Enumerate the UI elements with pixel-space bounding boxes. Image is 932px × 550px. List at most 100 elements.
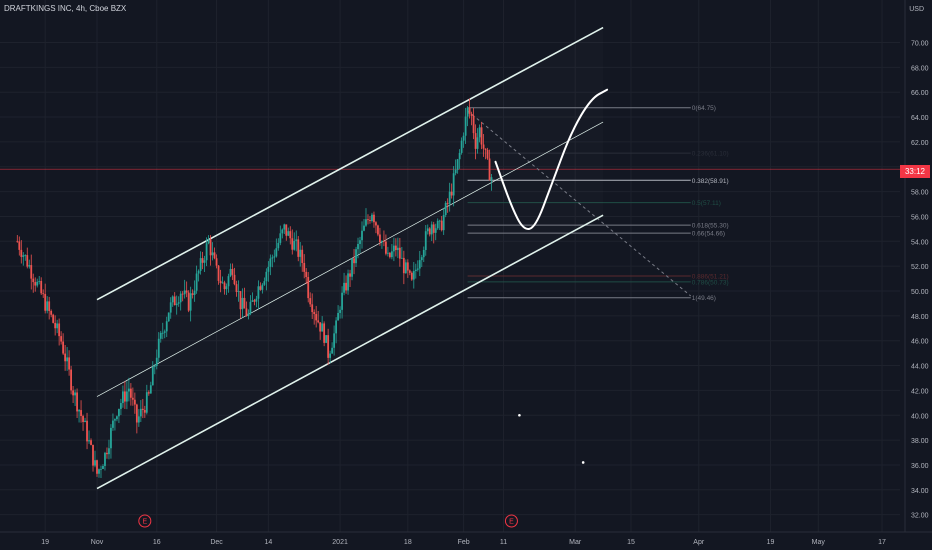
candle-body: [355, 249, 357, 264]
candle-body: [297, 239, 300, 257]
fib-level-label: 0.382(58.91): [692, 178, 729, 185]
price-tick-label: 54.00: [911, 239, 929, 246]
candle-body: [462, 135, 465, 141]
earnings-icon: [138, 514, 152, 528]
fibonacci-retracement[interactable]: 0(64.75) 0.236(61.10) 0.382(58.91) 0.5(57.1…: [467, 105, 729, 302]
candle-body: [472, 115, 475, 134]
candle-body: [201, 258, 204, 263]
candle-body: [466, 107, 469, 117]
candle-body: [205, 243, 208, 261]
candle-body: [432, 224, 435, 233]
channel-middle-line: [96, 121, 604, 397]
candle-body: [125, 391, 128, 402]
candle-body: [381, 241, 383, 243]
price-tick-label: 34.00: [911, 488, 929, 495]
candle-body: [365, 219, 367, 226]
candle-body: [279, 233, 282, 243]
candle-body: [135, 404, 138, 423]
candle-body: [167, 312, 170, 322]
candle-body: [307, 277, 310, 299]
candle-body: [375, 222, 377, 226]
dot-marker: [581, 461, 585, 464]
candle-body: [454, 169, 457, 174]
candle-body: [313, 312, 316, 315]
candle-body: [468, 107, 471, 114]
price-axis[interactable]: 32.00 34.00 36.00 38.00 40.00 42.00 44.00 46.00…: [904, 0, 929, 532]
time-tick-label: 19: [767, 539, 775, 546]
candle-body: [46, 301, 49, 311]
candle-body: [460, 140, 463, 153]
candle-body: [235, 284, 238, 292]
candle-body: [335, 320, 337, 334]
candle-body: [383, 241, 385, 242]
candle-body: [36, 281, 39, 286]
time-tick-label: Mar: [569, 539, 582, 546]
candle-body: [161, 332, 164, 334]
candle-body: [229, 268, 232, 277]
candle-body: [253, 300, 256, 302]
candle-body: [84, 420, 86, 423]
channel-lower-line: [96, 214, 604, 490]
candle-body: [181, 293, 184, 295]
candle-body: [436, 220, 439, 229]
candle-body: [96, 460, 98, 474]
price-tick-label: 62.00: [911, 140, 929, 147]
candle-body: [175, 303, 178, 306]
fib-level-label: 0.786(50.73): [692, 279, 729, 286]
candle-body: [311, 304, 314, 313]
candle-body: [269, 258, 272, 267]
candle-body: [418, 260, 421, 269]
candle-body: [30, 265, 33, 279]
candle-body: [301, 249, 304, 263]
candle-body: [424, 231, 427, 250]
candle-body: [353, 258, 355, 264]
price-tick-label: 56.00: [911, 214, 929, 221]
candle-body: [285, 224, 288, 236]
freehand-drawing[interactable]: [494, 88, 609, 230]
candle-body: [385, 241, 387, 254]
candle-body: [66, 357, 69, 362]
fib-level-label: 0.236(61.10): [692, 151, 729, 158]
candle-body: [60, 336, 63, 342]
candle-body: [185, 290, 188, 293]
candle-body: [151, 366, 154, 386]
candle-body: [16, 241, 19, 243]
candle-body: [122, 391, 124, 404]
fib-trend-line: [467, 110, 692, 297]
candle-body: [271, 257, 274, 259]
candle-body: [371, 214, 373, 222]
candle-body: [221, 282, 224, 284]
candle-body: [34, 282, 37, 286]
parallel-channel[interactable]: [96, 26, 604, 490]
symbol-title[interactable]: DRAFTKINGS INC, 4h, Cboe BZX: [4, 4, 127, 13]
price-tick-label: 38.00: [911, 438, 929, 445]
candle-body: [259, 286, 262, 290]
brush-curve: [494, 88, 609, 230]
time-tick-label: 2021: [332, 539, 348, 546]
candle-body: [428, 228, 431, 235]
candle-body: [379, 234, 381, 243]
candle-body: [404, 262, 407, 274]
candle-body: [179, 293, 182, 303]
candle-body: [329, 353, 332, 358]
candle-body: [283, 224, 286, 230]
candle-body: [303, 262, 306, 272]
candle-body: [390, 251, 393, 258]
candle-body: [363, 225, 365, 231]
candle-body: [267, 266, 270, 272]
time-axis[interactable]: 19 Nov 16 Dec 14 2021 18 Feb 11 Mar 15 Apr 19 May 17: [0, 531, 932, 546]
candle-body: [452, 173, 455, 196]
candle-body: [56, 323, 59, 329]
candle-body: [189, 293, 192, 311]
fib-level-label: 0(64.75): [692, 105, 716, 112]
candle-body: [430, 224, 433, 235]
candle-body: [173, 296, 176, 306]
candle-body: [145, 392, 148, 413]
candle-body: [243, 297, 246, 309]
channel-upper-line: [96, 26, 604, 301]
time-tick-label: 17: [878, 539, 886, 546]
price-tick-label: 42.00: [911, 388, 929, 395]
price-tick-label: 44.00: [911, 364, 929, 371]
